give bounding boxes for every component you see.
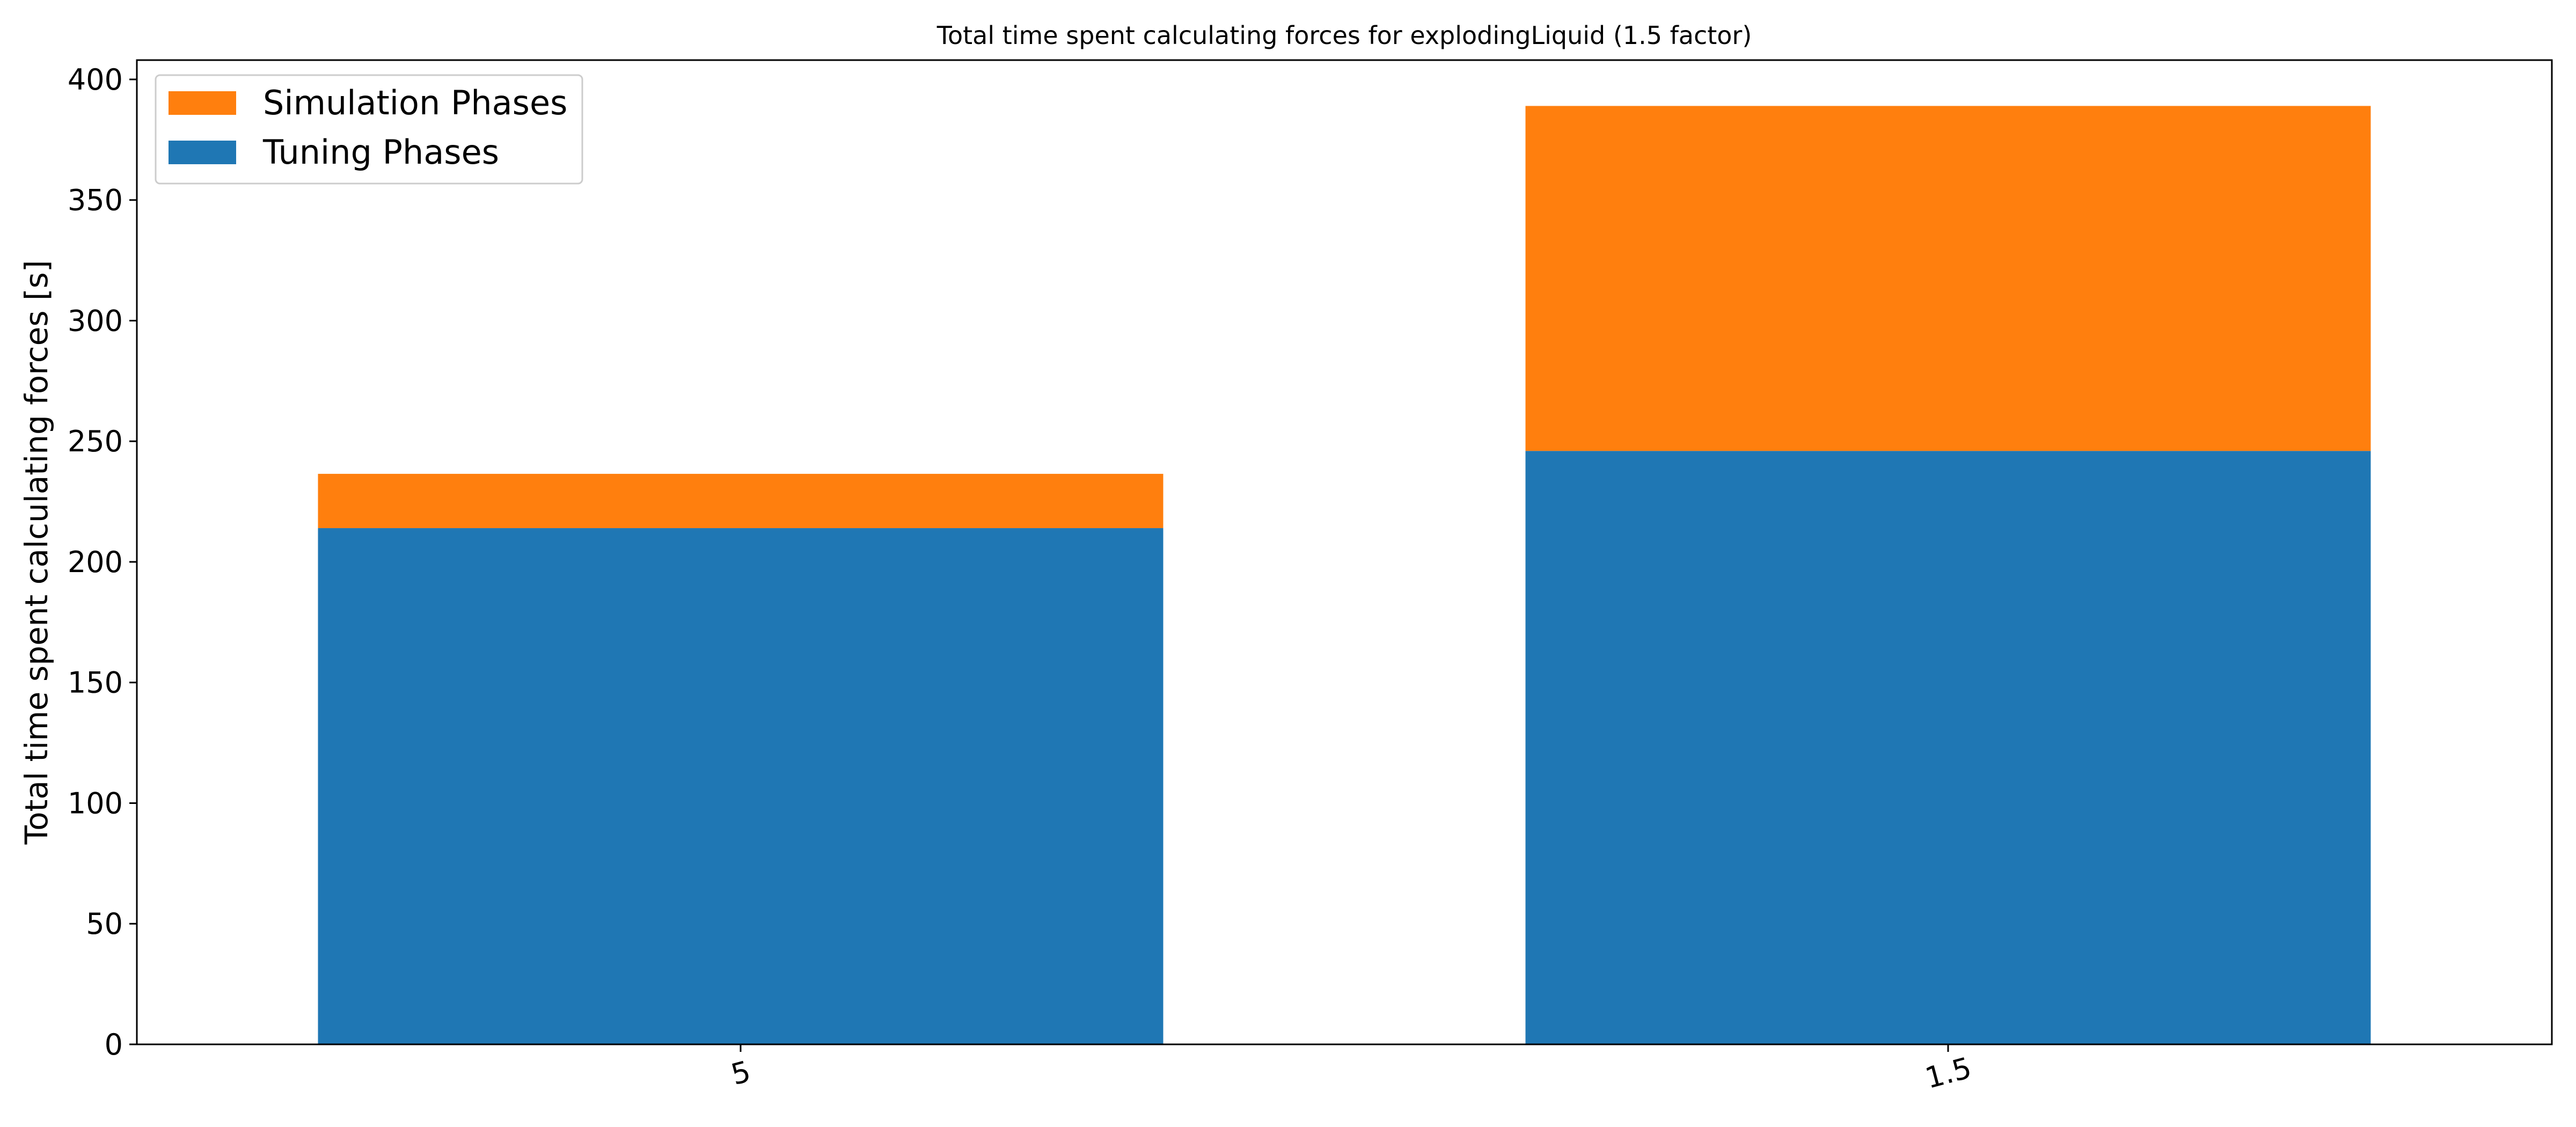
y-tick-label: 150 — [68, 666, 123, 700]
bar-tuning-phases-0 — [318, 528, 1163, 1044]
bar-simulation-phases-1 — [1525, 106, 2371, 451]
legend: Simulation Phases Tuning Phases — [155, 74, 583, 185]
legend-label: Tuning Phases — [262, 133, 499, 172]
y-tick-label: 250 — [68, 425, 123, 458]
chart-title: Total time spent calculating forces for … — [936, 21, 1752, 50]
bar-simulation-phases-0 — [318, 473, 1163, 529]
x-axis-ticks: 5 1.5 — [728, 1044, 1975, 1095]
y-tick-label: 0 — [105, 1028, 123, 1062]
legend-swatch — [169, 91, 236, 115]
y-axis-ticks: 0 50 100 150 200 250 300 350 400 — [68, 63, 137, 1062]
y-tick-label: 350 — [68, 184, 123, 217]
y-tick-label: 100 — [68, 786, 123, 820]
legend-label: Simulation Phases — [263, 83, 567, 122]
x-tick-label: 5 — [728, 1055, 754, 1092]
bars-group — [318, 106, 2371, 1045]
x-tick-label: 1.5 — [1922, 1051, 1975, 1095]
plot-frame — [136, 59, 2553, 1045]
y-tick-label: 200 — [68, 545, 123, 579]
y-axis-label: Total time spent calculating forces [s] — [18, 260, 55, 845]
y-tick-label: 400 — [68, 63, 123, 97]
legend-box — [155, 74, 583, 185]
y-tick-label: 300 — [68, 304, 123, 338]
bar-tuning-phases-1 — [1525, 451, 2371, 1045]
legend-swatch — [169, 141, 236, 164]
y-tick-label: 50 — [86, 907, 123, 941]
